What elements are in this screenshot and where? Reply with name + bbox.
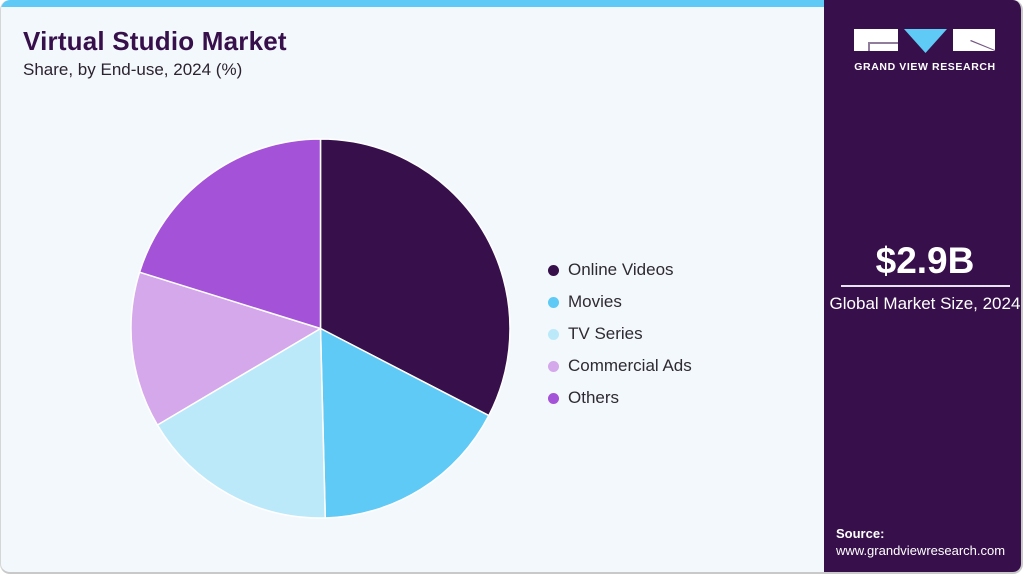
slice-tv-series	[156, 327, 327, 519]
slice-commercial-ads	[130, 271, 322, 426]
legend-label: TV Series	[568, 324, 643, 343]
chart-subtitle: Share, by End-use, 2024 (%)	[23, 60, 243, 79]
chart-title: Virtual Studio Market	[23, 26, 287, 56]
legend-dot-icon	[548, 328, 559, 340]
legend-label: Online Videos	[568, 260, 674, 279]
legend-dot-icon	[548, 360, 559, 372]
legend-dot-icon	[548, 392, 559, 404]
divider	[841, 285, 1010, 287]
legend-label: Commercial Ads	[568, 356, 692, 375]
legend: Online Videos Movies TV Series Commercia…	[548, 254, 692, 414]
market-size-caption: Global Market Size, 2024	[829, 294, 1021, 313]
slice-movies	[319, 327, 490, 519]
slice-others	[138, 138, 322, 330]
legend-label: Movies	[568, 292, 622, 311]
legend-item-commercial-ads: Commercial Ads	[548, 350, 692, 382]
legend-item-online-videos: Online Videos	[548, 254, 692, 286]
brand-name: GRAND VIEW RESEARCH	[854, 61, 996, 73]
source-link[interactable]: www.grandviewresearch.com	[836, 543, 1006, 558]
accent-bar	[1, 0, 824, 7]
legend-item-tv-series: TV Series	[548, 318, 692, 350]
legend-dot-icon	[548, 264, 559, 276]
legend-item-others: Others	[548, 382, 692, 414]
market-size-value: $2.9B	[875, 240, 975, 281]
source-label: Source:	[836, 526, 885, 541]
pie-chart	[130, 138, 511, 519]
slice-online-videos	[319, 138, 511, 417]
legend-dot-icon	[548, 296, 559, 308]
legend-label: Others	[568, 388, 620, 407]
legend-item-movies: Movies	[548, 286, 692, 318]
grand-view-research-logo-icon	[854, 29, 995, 53]
sidebar: GRAND VIEW RESEARCH $2.9B Global Market …	[824, 0, 1021, 572]
